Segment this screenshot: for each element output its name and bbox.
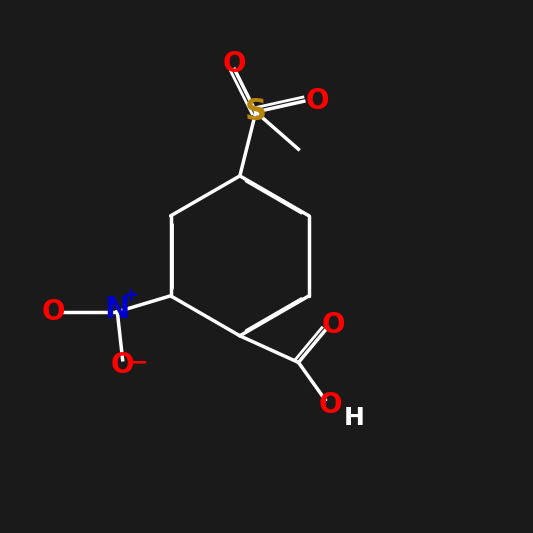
Text: −: − (130, 352, 148, 373)
Text: O: O (42, 298, 65, 326)
Text: H: H (344, 406, 365, 431)
Text: O: O (321, 311, 345, 339)
Text: N: N (104, 295, 130, 324)
Text: O: O (223, 50, 246, 78)
Text: O: O (111, 351, 134, 379)
Text: +: + (123, 286, 139, 305)
Text: S: S (245, 98, 267, 126)
Text: O: O (305, 87, 329, 115)
Text: O: O (319, 391, 342, 419)
